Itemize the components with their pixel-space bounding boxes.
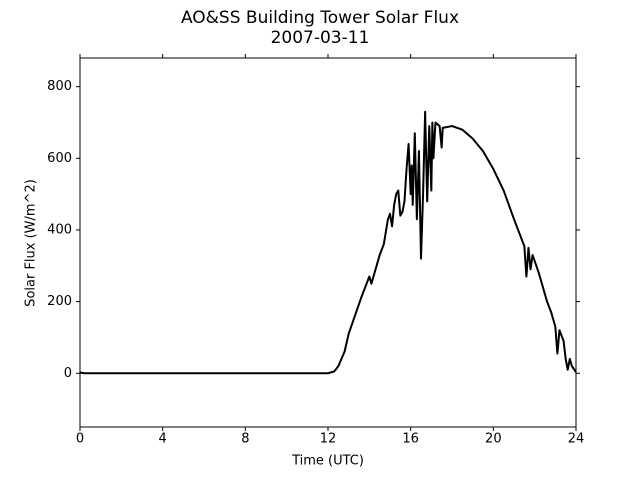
x-axis-label: Time (UTC) <box>291 454 364 469</box>
y-tick-label: 400 <box>47 222 72 237</box>
x-tick-label: 24 <box>568 432 585 447</box>
plot-frame <box>79 57 577 428</box>
y-tick-label: 600 <box>47 151 72 166</box>
chart-title: AO&SS Building Tower Solar Flux <box>181 8 459 28</box>
x-tick-label: 0 <box>76 432 84 447</box>
y-tick-label: 0 <box>64 366 72 381</box>
x-tick-label: 16 <box>402 432 419 447</box>
y-axis-label: Solar Flux (W/m^2) <box>24 179 39 307</box>
x-tick-label: 8 <box>241 432 249 447</box>
x-tick-label: 20 <box>485 432 502 447</box>
y-tick-label: 800 <box>47 79 72 94</box>
x-tick-label: 12 <box>320 432 337 447</box>
chart-subtitle: 2007-03-11 <box>271 28 370 48</box>
data-line <box>79 110 577 375</box>
y-tick-label: 200 <box>47 294 72 309</box>
x-tick-label: 4 <box>159 432 167 447</box>
